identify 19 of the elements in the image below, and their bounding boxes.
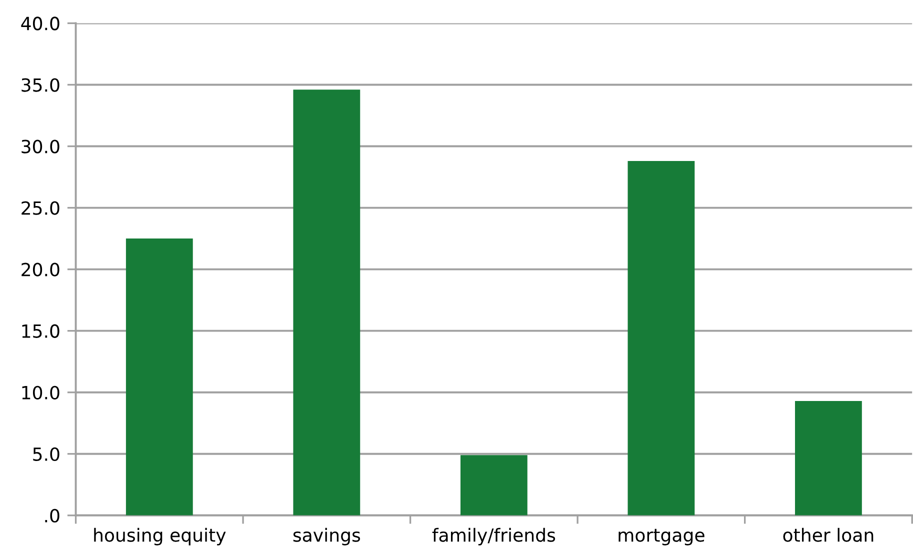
bar bbox=[460, 455, 528, 516]
x-tick-label: savings bbox=[293, 528, 360, 546]
x-tick-label: other loan bbox=[783, 528, 874, 542]
y-tick-label: 25.0 bbox=[22, 201, 60, 215]
bar bbox=[795, 400, 862, 516]
bar bbox=[628, 161, 695, 516]
y-tick-label: 5.0 bbox=[33, 447, 60, 461]
x-tick-label: family/friends bbox=[432, 528, 556, 546]
bar bbox=[126, 238, 193, 516]
y-tick-label: 40.0 bbox=[21, 16, 60, 30]
y-tick-label: .0 bbox=[45, 508, 60, 523]
y-tick-label: 35.0 bbox=[22, 78, 60, 92]
x-tick-label: mortgage bbox=[618, 528, 704, 546]
y-tick-label: 10.0 bbox=[22, 386, 60, 400]
y-tick-label: 15.0 bbox=[22, 324, 60, 338]
y-tick-label: 30.0 bbox=[22, 140, 60, 154]
x-tick-label: housing equity bbox=[94, 528, 226, 546]
y-tick-label: 20.0 bbox=[22, 262, 60, 276]
bar bbox=[293, 90, 360, 516]
